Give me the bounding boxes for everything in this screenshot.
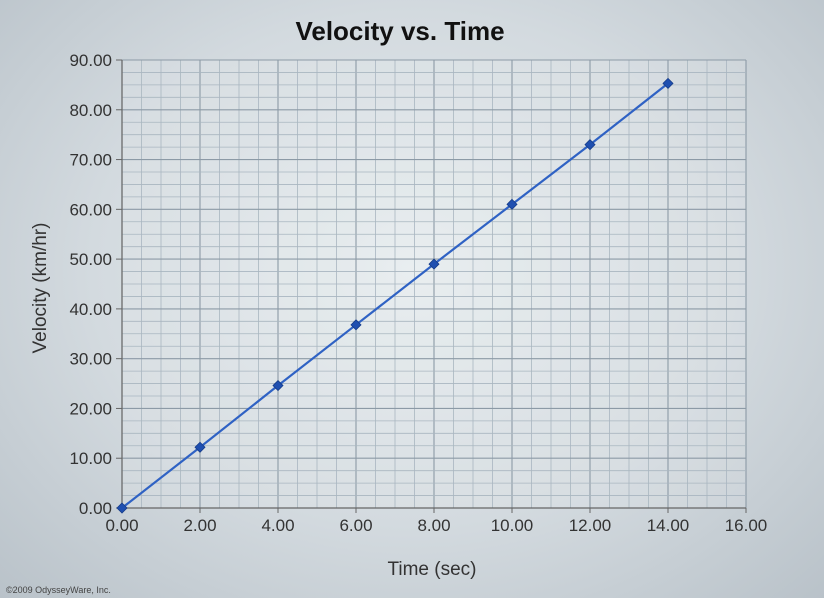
data-point: [428, 258, 440, 270]
data-point: [506, 198, 518, 210]
data-point: [350, 319, 362, 331]
x-tick-label: 10.00: [491, 516, 534, 535]
x-axis-label: Time (sec): [387, 559, 476, 580]
y-tick-labels: 0.00 10.00 20.00 30.00 40.00 50.00 60.00 70.00 8…: [69, 51, 122, 518]
y-tick-label: 60.00: [69, 200, 112, 219]
data-point: [116, 502, 128, 514]
x-tick-label: 12.00: [569, 516, 612, 535]
y-tick-label: 50.00: [69, 250, 112, 269]
data-point: [662, 77, 674, 89]
x-tick-label: 14.00: [647, 516, 690, 535]
x-tick-label: 4.00: [261, 516, 294, 535]
data-point: [194, 441, 206, 453]
x-tick-label: 16.00: [725, 516, 768, 535]
x-tick-label: 0.00: [105, 516, 138, 535]
y-tick-label: 40.00: [69, 300, 112, 319]
grid: [121, 59, 747, 509]
x-tick-label: 2.00: [183, 516, 216, 535]
data-point: [272, 379, 284, 392]
copyright-notice: ©2009 OdysseyWare, Inc.: [6, 585, 111, 595]
y-axis-label: Velocity (km/hr): [30, 223, 51, 354]
y-tick-label: 30.00: [69, 350, 112, 369]
y-tick-label: 20.00: [69, 399, 112, 418]
y-tick-label: 80.00: [69, 101, 112, 120]
series-line: [121, 82, 669, 509]
y-tick-label: 70.00: [69, 151, 112, 170]
y-tick-label: 10.00: [69, 449, 112, 468]
series: [116, 77, 674, 514]
chart-title: Velocity vs. Time: [295, 16, 504, 46]
y-tick-label: 0.00: [79, 499, 112, 518]
x-tick-label: 6.00: [339, 516, 372, 535]
y-tick-label: 90.00: [69, 51, 112, 70]
data-point: [584, 139, 596, 151]
x-tick-label: 8.00: [417, 516, 450, 535]
x-tick-labels: 0.00 2.00 4.00 6.00 8.00 10.00 12.00 14.00 16.00: [105, 508, 767, 535]
